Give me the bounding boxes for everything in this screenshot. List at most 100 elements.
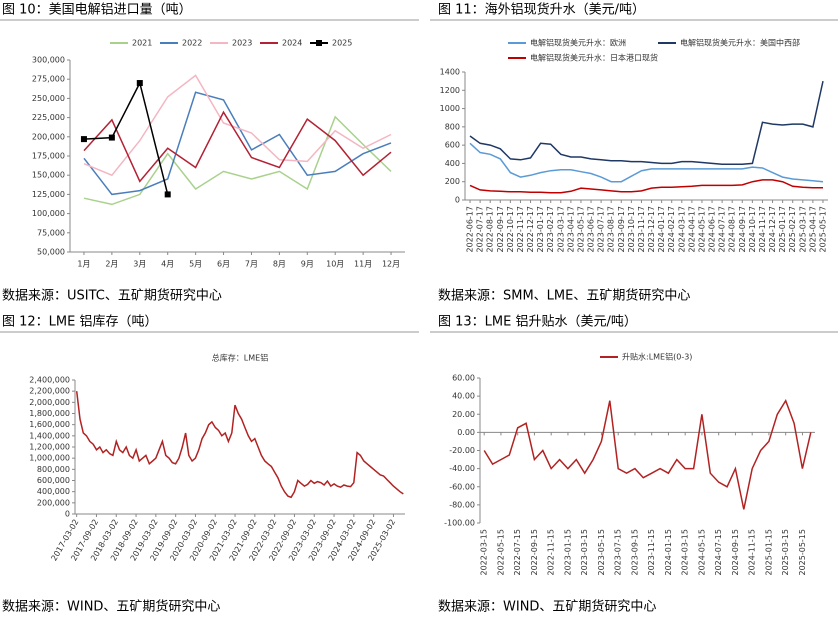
x-tick-label: 7月 bbox=[245, 260, 258, 269]
x-tick-label: 2024-10-17 bbox=[748, 206, 757, 253]
y-tick-label: 40.00 bbox=[452, 392, 475, 401]
x-tick-label: 1月 bbox=[77, 260, 90, 269]
y-tick-label: 200,000 bbox=[32, 132, 65, 141]
x-tick-label: 2023-03-15 bbox=[580, 529, 589, 576]
y-tick-label: 400 bbox=[445, 159, 460, 168]
y-tick-label: 200 bbox=[445, 177, 460, 186]
x-tick-label: 2024-11-15 bbox=[748, 529, 757, 576]
series-line bbox=[83, 80, 169, 195]
y-tick-label: 1,000,000 bbox=[29, 454, 70, 463]
x-tick-label: 2022-08-17 bbox=[486, 206, 495, 253]
x-tick-label: 2022-11-15 bbox=[547, 529, 556, 576]
legend-label: 电解铝现货美元升水：日本港口现货 bbox=[530, 53, 658, 63]
x-tick-label: 2024-09-17 bbox=[738, 206, 747, 253]
x-tick-label: 2024-03-15 bbox=[681, 529, 690, 576]
y-tick-label: -100.00 bbox=[444, 519, 475, 528]
x-tick-label: 2024-01-15 bbox=[664, 529, 673, 576]
series-line bbox=[75, 391, 404, 499]
x-tick-label: 2023-07-15 bbox=[614, 529, 623, 576]
x-tick-label: 2024-08-17 bbox=[728, 206, 737, 253]
x-tick-label: 2023-11-17 bbox=[637, 206, 646, 253]
x-tick-label: 2023-03-17 bbox=[556, 206, 565, 253]
x-tick-label: 2025-02-17 bbox=[788, 206, 797, 253]
y-tick-label: 1,200,000 bbox=[29, 443, 70, 452]
legend-label: 电解铝现货美元升水：欧洲 bbox=[530, 38, 626, 48]
series-line bbox=[83, 91, 392, 196]
y-tick-label: 250,000 bbox=[32, 94, 65, 103]
x-tick-label: 2024-12-17 bbox=[768, 206, 777, 253]
y-tick-label: 2,200,000 bbox=[29, 387, 70, 396]
point-marker bbox=[164, 191, 171, 198]
x-tick-label: 2024-09-15 bbox=[731, 529, 740, 576]
legend-label: 2021 bbox=[132, 39, 152, 48]
y-tick-label: 2,000,000 bbox=[29, 398, 70, 407]
y-tick-label: 175,000 bbox=[32, 152, 65, 161]
series-line bbox=[83, 110, 392, 183]
x-tick-label: 2025-04-17 bbox=[808, 206, 817, 253]
x-tick-label: 2023-04-17 bbox=[566, 206, 575, 253]
legend-marker bbox=[316, 40, 322, 46]
x-tick-label: 2月 bbox=[105, 260, 118, 269]
point-marker bbox=[80, 136, 87, 143]
y-tick-label: 1,400,000 bbox=[29, 431, 70, 440]
x-tick-label: 2022-11-17 bbox=[516, 206, 525, 253]
y-tick-label: 0 bbox=[455, 196, 460, 205]
legend-label: 2023 bbox=[232, 39, 252, 48]
y-tick-label: 275,000 bbox=[32, 75, 65, 84]
y-tick-label: 20.00 bbox=[452, 410, 475, 419]
x-tick-label: 11月 bbox=[354, 260, 372, 269]
y-tick-label: 0.00 bbox=[457, 428, 475, 437]
y-tick-label: 75,000 bbox=[37, 228, 65, 237]
x-tick-label: 2022-06-17 bbox=[466, 206, 475, 253]
x-tick-label: 2024-02-17 bbox=[667, 206, 676, 253]
x-tick-label: 3月 bbox=[133, 260, 146, 269]
source-note: 数据来源：WIND、五矿期货研究中心 bbox=[2, 599, 220, 615]
y-tick-label: 300,000 bbox=[32, 56, 65, 65]
legend-label: 2024 bbox=[282, 39, 302, 48]
x-tick-label: 2023-05-17 bbox=[576, 206, 585, 253]
y-tick-label: 50,000 bbox=[37, 248, 65, 257]
legend-label: 2022 bbox=[182, 39, 202, 48]
x-tick-label: 2024-06-17 bbox=[708, 206, 717, 253]
point-marker bbox=[136, 80, 143, 87]
x-tick-label: 2023-08-17 bbox=[607, 206, 616, 253]
y-tick-label: 400,000 bbox=[37, 487, 70, 496]
x-tick-label: 2023-09-15 bbox=[630, 529, 639, 576]
series-line bbox=[469, 179, 823, 194]
y-tick-label: 225,000 bbox=[32, 113, 65, 122]
x-tick-label: 2022-05-15 bbox=[496, 529, 505, 576]
figure-title: 图 10：美国电解铝进口量（吨） bbox=[2, 3, 192, 18]
y-tick-label: 600 bbox=[445, 141, 460, 150]
x-tick-label: 2022-07-15 bbox=[513, 529, 522, 576]
x-tick-label: 2023-02-17 bbox=[546, 206, 555, 253]
x-tick-label: 2025-05-15 bbox=[798, 529, 807, 576]
x-tick-label: 9月 bbox=[301, 260, 314, 269]
y-tick-label: -20.00 bbox=[449, 446, 475, 455]
y-tick-label: 1400 bbox=[440, 68, 460, 77]
y-tick-label: -60.00 bbox=[449, 482, 475, 491]
figure-title: 图 12：LME 铝库存（吨） bbox=[2, 314, 157, 330]
y-tick-label: 0 bbox=[65, 510, 70, 519]
y-tick-label: 150,000 bbox=[32, 171, 65, 180]
y-tick-label: 800 bbox=[445, 122, 460, 131]
chart-title: 总库存：LME铝 bbox=[212, 353, 268, 363]
legend-label: 2025 bbox=[332, 39, 352, 48]
figure-title: 图 13：LME 铝升贴水（美元/吨） bbox=[438, 315, 637, 330]
y-tick-label: -40.00 bbox=[449, 464, 475, 473]
x-tick-label: 2024-01-17 bbox=[657, 206, 666, 253]
y-tick-label: 200,000 bbox=[37, 498, 70, 507]
x-tick-label: 2025-05-17 bbox=[818, 206, 827, 253]
x-tick-label: 2023-01-17 bbox=[536, 206, 545, 253]
source-note: 数据来源：USITC、五矿期货研究中心 bbox=[2, 288, 222, 304]
y-tick-label: -80.00 bbox=[449, 500, 475, 509]
x-tick-label: 2023-12-17 bbox=[647, 206, 656, 253]
y-tick-label: 125,000 bbox=[32, 190, 65, 199]
x-tick-label: 2024-03-17 bbox=[677, 206, 686, 253]
x-tick-label: 2022-12-17 bbox=[526, 206, 535, 253]
x-tick-label: 2024-05-17 bbox=[697, 206, 706, 253]
y-tick-label: 2,400,000 bbox=[29, 376, 70, 385]
y-tick-label: 1,600,000 bbox=[29, 420, 70, 429]
x-tick-label: 2022-10-17 bbox=[506, 206, 515, 253]
figure-title: 图 11：海外铝现货升水（美元/吨） bbox=[438, 2, 645, 18]
